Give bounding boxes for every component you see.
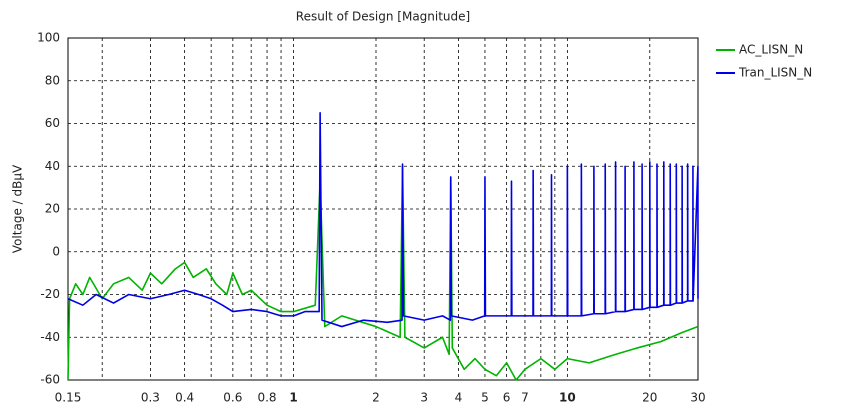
x-tick-label: 0.15 [55, 391, 82, 405]
x-tick-label: 3 [420, 391, 428, 405]
legend-label: Tran_LISN_N [738, 66, 812, 80]
data-line [67, 165, 699, 381]
x-tick-label: 0.6 [223, 391, 242, 405]
y-tick-label: 80 [45, 73, 60, 87]
x-tick-label: 10 [559, 391, 576, 405]
x-tick-label: 0.3 [141, 391, 160, 405]
y-tick-label: -60 [40, 373, 60, 387]
x-tick-label: 30 [690, 391, 705, 405]
y-tick-label: 20 [45, 202, 60, 216]
x-tick-label: 0.8 [257, 391, 276, 405]
x-tick-label: 2 [372, 391, 380, 405]
y-tick-label: -20 [40, 287, 60, 301]
y-tick-label: -40 [40, 330, 60, 344]
y-tick-label: 60 [45, 116, 60, 130]
y-axis-label: Voltage / dBµV [11, 164, 25, 253]
x-tick-label: 4 [455, 391, 463, 405]
y-tick-label: 0 [52, 244, 60, 258]
x-tick-label: 7 [521, 391, 529, 405]
x-tick-label: 5 [481, 391, 489, 405]
x-tick-label: 1 [289, 391, 297, 405]
chart-title: Result of Design [Magnitude] [296, 10, 470, 24]
x-tick-label: 0.4 [175, 391, 194, 405]
data-line [67, 112, 699, 328]
legend-label: AC_LISN_N [739, 43, 803, 57]
x-tick-label: 20 [642, 391, 657, 405]
x-tick-label: 6 [503, 391, 511, 405]
y-tick-label: 40 [45, 159, 60, 173]
y-tick-label: 100 [37, 31, 60, 45]
